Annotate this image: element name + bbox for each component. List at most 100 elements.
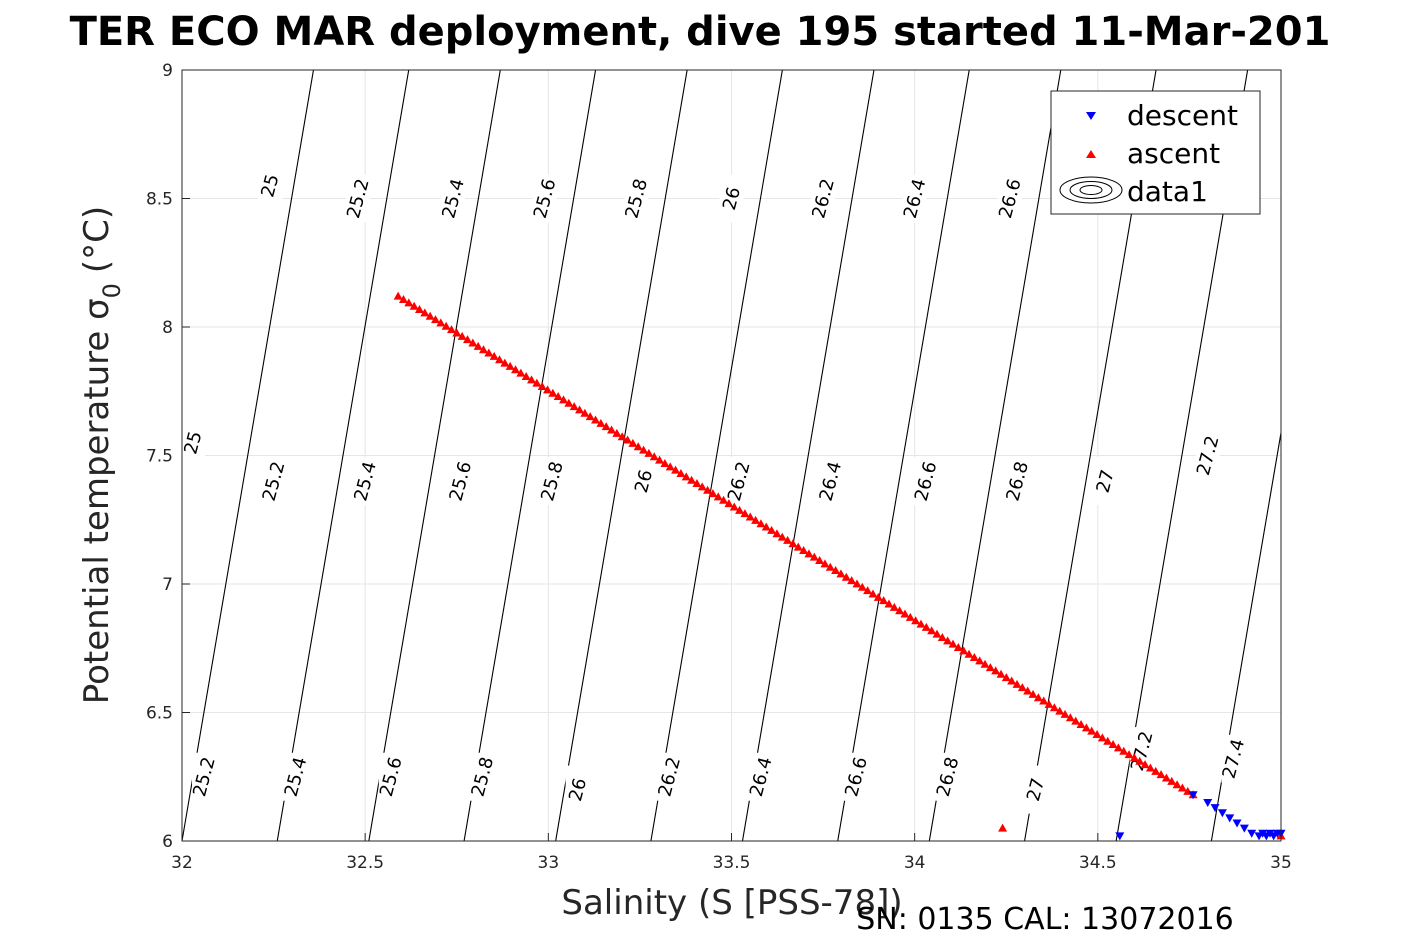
contour-label-bg bbox=[441, 174, 466, 223]
ascent-point bbox=[1076, 719, 1086, 728]
ascent-point bbox=[793, 542, 803, 551]
ascent-point bbox=[1023, 686, 1033, 695]
contour-label-bg bbox=[378, 752, 403, 801]
ascent-point bbox=[591, 415, 601, 424]
ascent-point bbox=[473, 341, 483, 350]
ascent-point bbox=[1124, 750, 1134, 759]
ascent-point bbox=[409, 301, 419, 310]
contour-label-bg bbox=[624, 174, 649, 223]
ascent-point bbox=[1065, 713, 1075, 722]
contour-label-bg bbox=[811, 174, 836, 223]
contour-label-bg bbox=[283, 752, 308, 801]
ascent-point bbox=[1039, 696, 1049, 705]
y-axis-label-main: Potential temperature σ bbox=[77, 298, 117, 704]
ascent-point bbox=[553, 392, 563, 401]
ascent-point bbox=[1060, 709, 1070, 718]
ascent-point bbox=[1135, 756, 1145, 765]
contour-label-bg bbox=[261, 457, 286, 506]
contour-label-bg bbox=[748, 752, 773, 801]
contour-label-bg bbox=[353, 457, 378, 506]
ascent-point bbox=[569, 402, 579, 411]
ascent-point bbox=[985, 663, 995, 672]
ascent-point bbox=[815, 556, 825, 565]
ascent-point bbox=[393, 291, 403, 300]
ascent-point bbox=[1119, 746, 1129, 755]
contour-line bbox=[1210, 429, 1281, 841]
contour-line bbox=[1303, 70, 1417, 841]
ascent-point bbox=[964, 649, 974, 658]
ascent-point bbox=[495, 355, 505, 364]
y-tick-label: 7.5 bbox=[146, 447, 173, 467]
x-tick-label: 32.5 bbox=[346, 853, 384, 873]
x-tick-label: 33.5 bbox=[713, 853, 751, 873]
ascent-point bbox=[703, 485, 713, 494]
x-tick-label: 32 bbox=[171, 853, 193, 873]
ascent-point bbox=[537, 382, 547, 391]
legend-ascent-label: ascent bbox=[1127, 137, 1220, 170]
ascent-point bbox=[660, 458, 670, 467]
ascent-point bbox=[1167, 776, 1177, 785]
ascent-point bbox=[1113, 743, 1123, 752]
ascent-point bbox=[478, 345, 488, 354]
ascent-point bbox=[500, 358, 510, 367]
ascent-point bbox=[564, 398, 574, 407]
contour-label-bg bbox=[470, 752, 495, 801]
ascent-point bbox=[639, 445, 649, 454]
ascent-point bbox=[511, 365, 521, 374]
ascent-point bbox=[548, 388, 558, 397]
ascent-point bbox=[852, 579, 862, 588]
descent-point bbox=[1232, 819, 1242, 828]
ascent-point bbox=[420, 308, 430, 317]
ascent-point bbox=[799, 545, 809, 554]
y-axis-label-subscript: 0 bbox=[98, 283, 126, 298]
ascent-point bbox=[991, 666, 1001, 675]
contour-label-bg bbox=[180, 418, 205, 467]
ascent-point bbox=[980, 659, 990, 668]
contour-line bbox=[928, 70, 1062, 841]
ascent-point bbox=[1161, 773, 1171, 782]
ascent-point bbox=[825, 562, 835, 571]
descent-point bbox=[1247, 829, 1257, 838]
ascent-point bbox=[713, 492, 723, 501]
legend-data1-label: data1 bbox=[1127, 175, 1208, 208]
ascent-point bbox=[761, 522, 771, 531]
ascent-point bbox=[398, 295, 408, 304]
ascent-point bbox=[596, 418, 606, 427]
ascent-point bbox=[655, 455, 665, 464]
ascent-point bbox=[585, 412, 595, 421]
ascent-point bbox=[809, 552, 819, 561]
ascent-point bbox=[745, 512, 755, 521]
ascent-point bbox=[895, 606, 905, 615]
contour-line bbox=[368, 70, 501, 841]
ascent-point bbox=[740, 509, 750, 518]
contour-label-bg bbox=[1093, 457, 1118, 506]
ascent-point bbox=[521, 371, 531, 380]
contour-label-bg bbox=[726, 457, 751, 506]
ascent-point bbox=[1108, 740, 1118, 749]
x-tick-label: 35 bbox=[1270, 853, 1292, 873]
ascent-point bbox=[692, 479, 702, 488]
ascent-point bbox=[436, 318, 446, 327]
ascent-point bbox=[687, 475, 697, 484]
ascent-point bbox=[998, 823, 1008, 832]
ascent-point bbox=[425, 311, 435, 320]
ascent-point bbox=[975, 656, 985, 665]
ascent-point bbox=[441, 321, 451, 330]
contour-line bbox=[463, 70, 597, 841]
footer-caption: SN: 0135 CAL: 13072016 bbox=[856, 902, 1234, 937]
ascent-point bbox=[729, 502, 739, 511]
ascent-point bbox=[873, 592, 883, 601]
contour-label-bg bbox=[657, 752, 682, 801]
ascent-point bbox=[1087, 726, 1097, 735]
contour-label-bg bbox=[345, 174, 370, 223]
legend: descent ascent data1 bbox=[1050, 90, 1261, 215]
ascent-point bbox=[879, 596, 889, 605]
ascent-point bbox=[1103, 736, 1113, 745]
ascent-point bbox=[414, 305, 424, 314]
ascent-point bbox=[457, 331, 467, 340]
ascent-point bbox=[863, 586, 873, 595]
ascent-point bbox=[932, 629, 942, 638]
data-points bbox=[393, 291, 1286, 841]
ascent-point bbox=[430, 315, 440, 324]
descent-point bbox=[1217, 809, 1227, 818]
